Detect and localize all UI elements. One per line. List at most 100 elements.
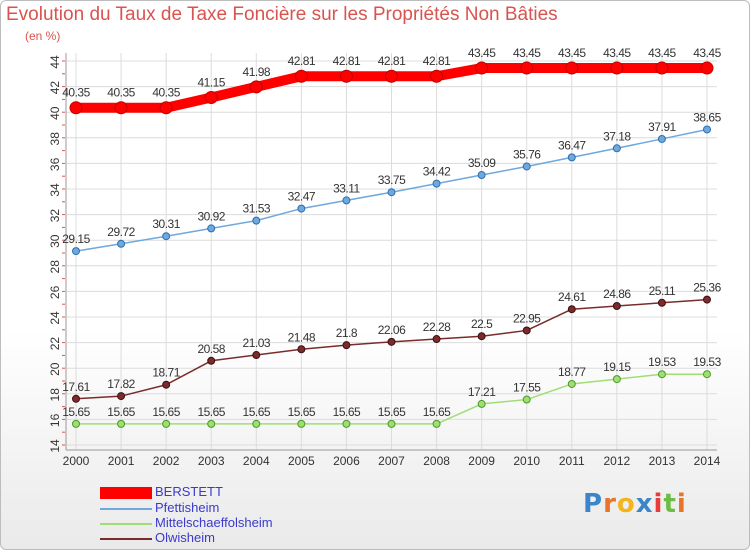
x-tick-label: 2005 (288, 454, 315, 468)
y-tick-label: 38 (48, 132, 62, 146)
data-label: 19.53 (693, 355, 721, 369)
chart-title: Evolution du Taux de Taxe Foncière sur l… (6, 4, 558, 25)
data-point (475, 61, 489, 75)
data-point (477, 332, 486, 341)
data-point (204, 90, 218, 104)
data-point (207, 356, 216, 365)
legend-swatch (100, 508, 152, 510)
data-label: 21.03 (243, 336, 271, 350)
data-label: 33.11 (333, 181, 360, 195)
y-tick-label: 28 (48, 260, 62, 274)
data-label: 17.21 (468, 385, 496, 399)
data-label: 17.61 (62, 380, 90, 394)
y-tick-label: 18 (48, 388, 62, 402)
data-point (252, 419, 261, 428)
x-tick-label: 2011 (559, 454, 585, 468)
data-label: 25.11 (649, 284, 676, 298)
legend-label: Pfettisheim (155, 500, 220, 515)
data-label: 21.8 (336, 326, 358, 340)
data-label: 15.65 (62, 405, 90, 419)
y-tick-label: 16 (48, 413, 62, 427)
data-label: 20.58 (197, 342, 225, 356)
data-label: 43.45 (693, 46, 721, 60)
legend-swatch (100, 523, 152, 525)
data-point (432, 179, 441, 188)
x-tick-label: 2008 (423, 454, 450, 468)
x-tick-label: 2012 (604, 454, 631, 468)
data-point (612, 301, 621, 310)
data-label: 22.5 (471, 317, 493, 331)
data-point (477, 399, 486, 408)
data-point (72, 247, 80, 256)
x-tick-label: 2004 (243, 454, 270, 468)
data-point (522, 395, 531, 404)
data-point (207, 419, 216, 428)
data-point (612, 144, 621, 153)
y-tick-label: 26 (48, 285, 62, 299)
data-label: 15.65 (243, 405, 271, 419)
data-point (162, 232, 171, 241)
data-label: 35.76 (513, 147, 541, 161)
data-label: 15.65 (378, 405, 406, 419)
data-point (297, 419, 306, 428)
y-tick-label: 24 (48, 311, 62, 325)
data-point (385, 69, 398, 83)
data-point (700, 61, 714, 75)
data-point (567, 305, 576, 314)
data-point (565, 61, 579, 75)
data-point (114, 101, 128, 115)
data-label: 43.45 (513, 46, 541, 60)
data-point (430, 69, 444, 83)
x-tick-label: 2010 (513, 454, 540, 468)
data-label: 25.36 (693, 281, 721, 295)
legend-label: Olwisheim (155, 530, 215, 545)
data-label: 40.35 (152, 86, 180, 100)
data-label: 36.47 (558, 138, 586, 152)
y-tick-label: 30 (48, 234, 62, 248)
data-label: 37.91 (648, 120, 676, 134)
data-point (342, 419, 351, 428)
logo-letter: i (676, 489, 687, 519)
data-label: 15.65 (197, 405, 225, 419)
data-label: 15.65 (152, 405, 180, 419)
data-label: 42.81 (288, 54, 316, 68)
data-label: 21.48 (288, 330, 316, 344)
data-point (610, 61, 624, 75)
data-label: 24.86 (603, 287, 631, 301)
x-tick-label: 2000 (63, 454, 90, 468)
data-point (207, 224, 216, 233)
data-point (252, 216, 261, 225)
data-point (159, 101, 173, 115)
x-tick-label: 2014 (694, 454, 721, 468)
data-point (477, 171, 486, 180)
data-label: 35.09 (468, 156, 496, 170)
chart-subtitle: (en %) (25, 29, 61, 43)
data-label: 18.71 (152, 366, 180, 380)
logo-letter: x (635, 489, 654, 519)
y-tick-label: 40 (48, 106, 62, 120)
logo-letter: r (603, 489, 617, 519)
data-label: 24.61 (558, 290, 586, 304)
data-point (657, 134, 666, 143)
data-point (69, 101, 83, 115)
data-label: 22.95 (513, 311, 541, 325)
logo-letter: o (616, 489, 636, 519)
data-point (522, 162, 531, 171)
data-label: 30.92 (197, 209, 225, 223)
data-label: 15.65 (288, 405, 316, 419)
y-tick-label: 44 (48, 55, 62, 69)
y-tick-label: 34 (48, 183, 62, 197)
data-point (703, 295, 711, 304)
y-tick-label: 20 (48, 362, 62, 376)
y-tick-label: 42 (48, 81, 62, 95)
logo-letter: t (663, 489, 677, 519)
data-label: 17.55 (513, 381, 541, 395)
x-tick-label: 2007 (378, 454, 405, 468)
logo-letter: i (653, 489, 664, 519)
data-label: 33.75 (378, 173, 406, 187)
data-label: 37.18 (603, 129, 631, 143)
data-label: 17.82 (107, 377, 135, 391)
legend-swatch (100, 487, 152, 499)
x-tick-label: 2001 (108, 454, 135, 468)
data-point (117, 419, 126, 428)
